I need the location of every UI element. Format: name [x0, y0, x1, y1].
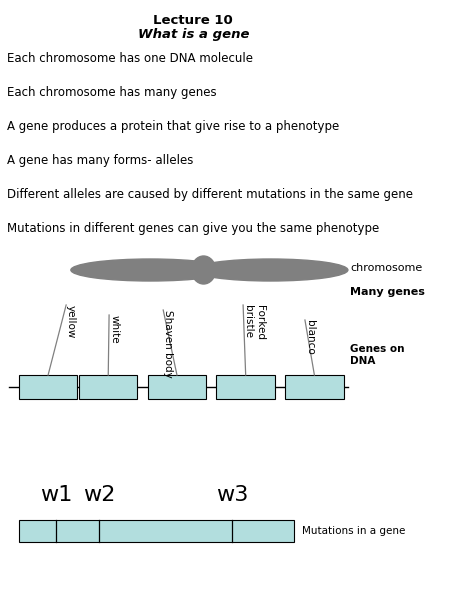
Text: Forked
bristle: Forked bristle: [243, 305, 265, 340]
Text: w3: w3: [216, 485, 248, 505]
Ellipse shape: [71, 259, 230, 281]
Text: yellow: yellow: [66, 305, 76, 338]
Text: Genes on
DNA: Genes on DNA: [351, 344, 405, 366]
Circle shape: [192, 256, 216, 284]
Bar: [216, 375, 275, 399]
Text: Mutations in a gene: Mutations in a gene: [302, 526, 406, 536]
Text: Each chromosome has many genes: Each chromosome has many genes: [7, 86, 216, 99]
Text: blanco: blanco: [305, 320, 315, 355]
Text: chromosome: chromosome: [351, 263, 423, 273]
Text: Mutations in different genes can give you the same phenotype: Mutations in different genes can give yo…: [7, 222, 379, 235]
Text: What is a gene: What is a gene: [138, 28, 249, 41]
Bar: [148, 375, 206, 399]
Text: w2: w2: [83, 485, 115, 505]
Text: Lecture 10: Lecture 10: [153, 14, 233, 27]
Bar: [19, 520, 294, 542]
Ellipse shape: [194, 259, 348, 281]
Text: w1: w1: [40, 485, 72, 505]
Text: Each chromosome has one DNA molecule: Each chromosome has one DNA molecule: [7, 52, 253, 65]
Text: Many genes: Many genes: [351, 287, 425, 297]
Bar: [79, 375, 137, 399]
Text: A gene has many forms- alleles: A gene has many forms- alleles: [7, 154, 193, 167]
Bar: [19, 375, 77, 399]
Text: Different alleles are caused by different mutations in the same gene: Different alleles are caused by differen…: [7, 188, 413, 201]
Text: A gene produces a protein that give rise to a phenotype: A gene produces a protein that give rise…: [7, 120, 339, 133]
Text: Shaven body: Shaven body: [163, 310, 173, 378]
Bar: [285, 375, 344, 399]
Text: white: white: [109, 315, 119, 344]
